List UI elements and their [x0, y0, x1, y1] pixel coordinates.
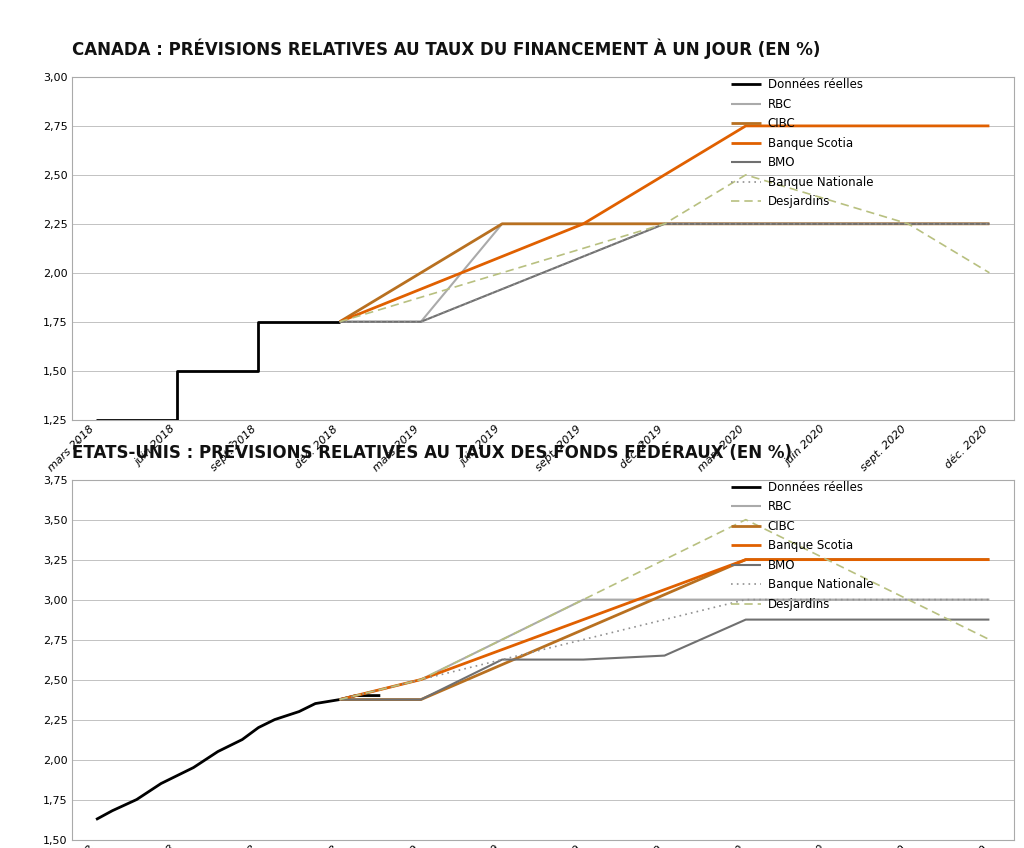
Legend: Données réelles, RBC, CIBC, Banque Scotia, BMO, Banque Nationale, Desjardins: Données réelles, RBC, CIBC, Banque Scoti…	[726, 74, 878, 213]
Legend: Données réelles, RBC, CIBC, Banque Scotia, BMO, Banque Nationale, Desjardins: Données réelles, RBC, CIBC, Banque Scoti…	[726, 476, 878, 616]
Text: CANADA : PRÉVISIONS RELATIVES AU TAUX DU FINANCEMENT À UN JOUR (EN %): CANADA : PRÉVISIONS RELATIVES AU TAUX DU…	[72, 38, 820, 59]
Text: ÉTATS-UNIS : PRÉVISIONS RELATIVES AU TAUX DES FONDS FÉDÉRAUX (EN %): ÉTATS-UNIS : PRÉVISIONS RELATIVES AU TAU…	[72, 444, 792, 461]
